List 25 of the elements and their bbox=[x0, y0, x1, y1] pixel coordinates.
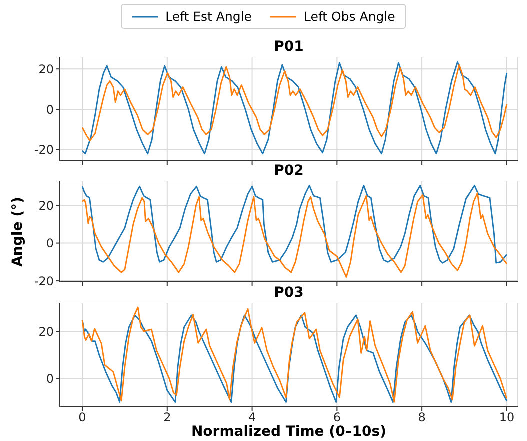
legend-label: Left Obs Angle bbox=[304, 9, 396, 24]
x-tick-label: 8 bbox=[418, 410, 426, 425]
y-tick-label: 20 bbox=[38, 198, 54, 213]
line-series bbox=[82, 64, 508, 142]
x-tick-label: 10 bbox=[499, 410, 515, 425]
y-tick-label: 0 bbox=[46, 372, 54, 386]
y-tick-label: 0 bbox=[46, 102, 54, 117]
x-axis-title: Normalized Time (0–10s) bbox=[190, 424, 388, 440]
legend-label: Left Est Angle bbox=[166, 9, 252, 24]
x-tick-label: 6 bbox=[333, 410, 341, 425]
x-tick-label: 4 bbox=[248, 410, 256, 425]
line-series bbox=[82, 185, 508, 264]
y-tick-label: -20 bbox=[34, 274, 54, 288]
chart-title: P02 bbox=[273, 163, 305, 179]
x-tick-label: 2 bbox=[164, 410, 172, 425]
y-tick-label: 20 bbox=[38, 62, 54, 76]
y-tick-label: 20 bbox=[38, 325, 54, 340]
x-tick-label: 0 bbox=[78, 410, 86, 425]
y-tick-label: 0 bbox=[46, 236, 54, 251]
chart-title: P01 bbox=[273, 39, 305, 55]
y-tick-label: -20 bbox=[34, 143, 54, 158]
y-axis-title: Angle (°) bbox=[10, 196, 26, 266]
line-series bbox=[82, 192, 508, 278]
line-series bbox=[82, 61, 508, 155]
chart-title: P03 bbox=[273, 285, 305, 301]
